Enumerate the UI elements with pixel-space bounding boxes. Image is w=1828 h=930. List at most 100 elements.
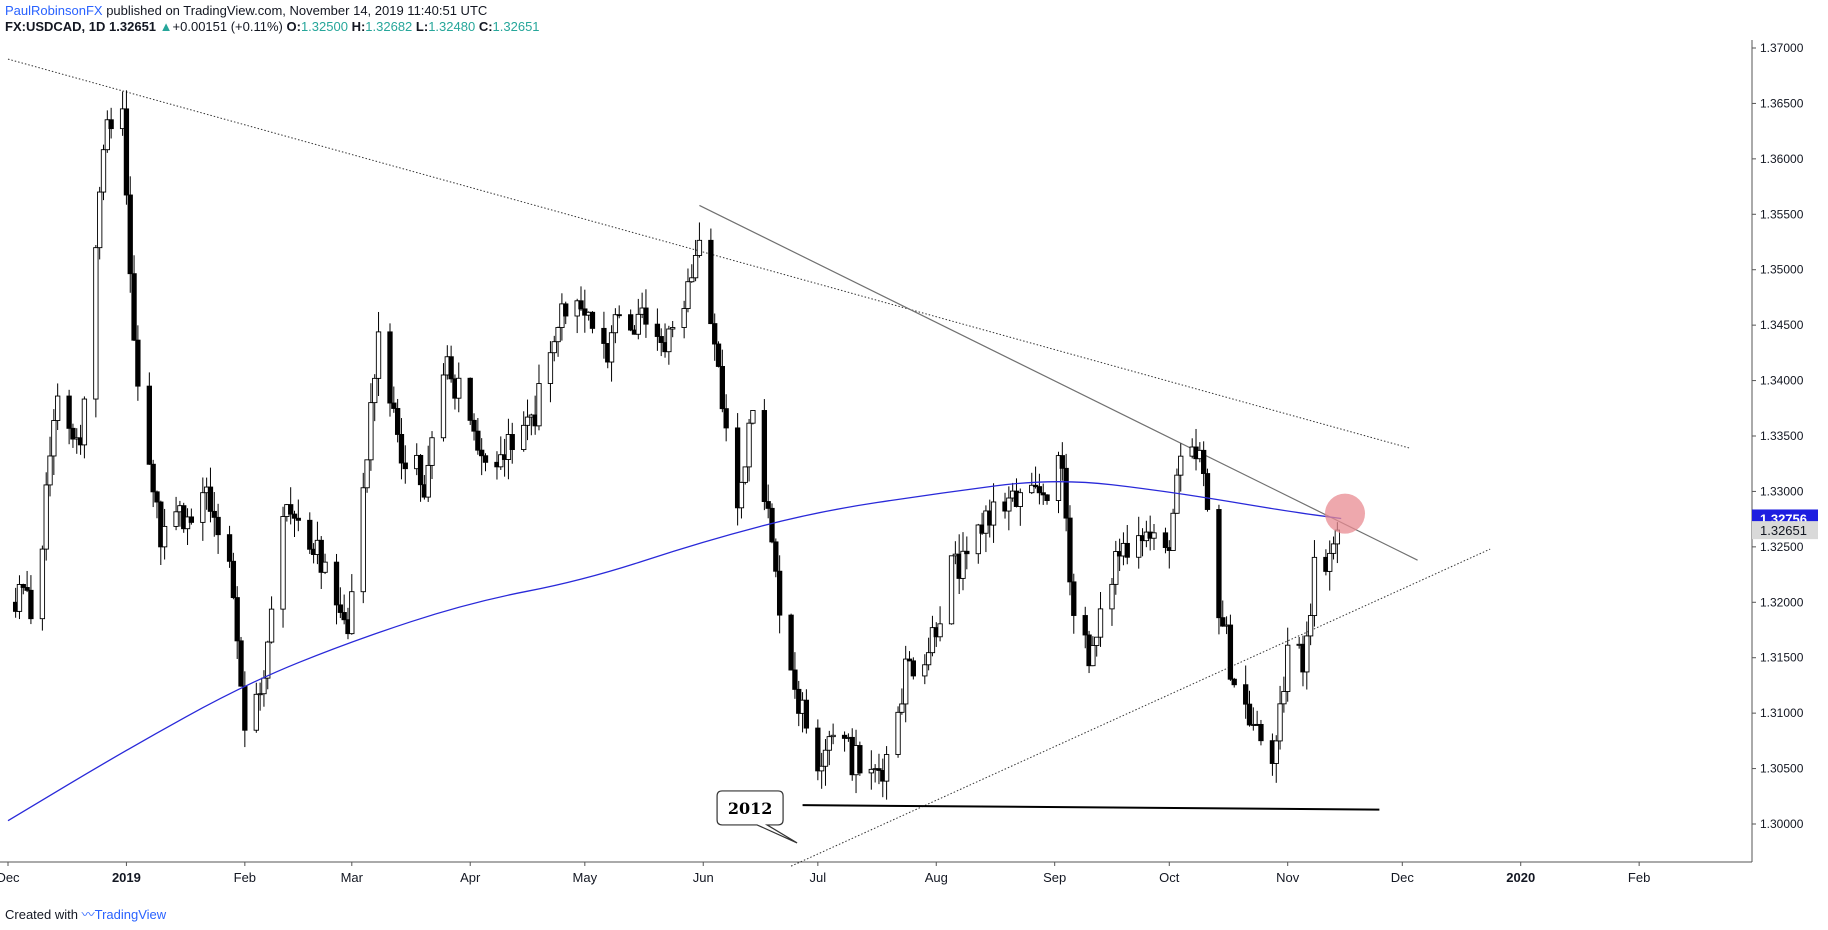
candle (1285, 627, 1291, 702)
candle (43, 472, 49, 561)
price-axis[interactable]: 1.37000 1.36500 1.36000 1.35500 1.35000 1.345… (1752, 41, 1804, 831)
candle (826, 730, 832, 766)
candle (135, 325, 141, 401)
candle (1307, 603, 1314, 646)
moving-average-line (7, 481, 1342, 822)
candle (368, 383, 374, 471)
candle (708, 228, 714, 325)
candle (1036, 473, 1043, 505)
tradingview-link[interactable]: TradingView (94, 907, 167, 922)
candle (906, 651, 913, 662)
candle (161, 508, 168, 560)
candle (1304, 621, 1310, 690)
candle (524, 399, 531, 441)
trendlines (7, 58, 1491, 867)
candle (349, 574, 355, 635)
candle (937, 606, 943, 642)
candle (429, 431, 435, 480)
trendline[interactable] (699, 204, 1418, 561)
candles (12, 90, 1341, 800)
candle (360, 472, 366, 604)
candle (670, 320, 676, 338)
candle (696, 222, 703, 258)
last-price: 1.32651 (109, 19, 157, 34)
time-axis[interactable]: Dec 2019 Feb Mar Apr May Jun Jul Aug Sep Oct Nov Dec… (0, 862, 1650, 885)
candle (146, 372, 152, 465)
candle (773, 538, 779, 578)
candle (1063, 453, 1069, 532)
candle (230, 552, 237, 600)
candle (750, 410, 756, 425)
tradingview-logo-icon: 〰 (81, 907, 95, 922)
candle (226, 525, 233, 568)
candle (1109, 577, 1115, 626)
trendline[interactable] (790, 548, 1491, 867)
candle (1227, 614, 1234, 681)
candle (815, 719, 821, 781)
candle (1044, 494, 1050, 505)
up-arrow-icon: ▲ (159, 19, 173, 34)
candle (1067, 505, 1073, 596)
candle (990, 483, 997, 543)
candle (628, 309, 634, 332)
trendline[interactable] (7, 58, 1411, 449)
x-tick-label: Dec (0, 870, 20, 885)
candle (616, 305, 622, 319)
y-tick-label: 1.36500 (1760, 96, 1804, 110)
last-price-label: 1.32651 (1760, 523, 1807, 538)
open-value: 1.32500 (300, 19, 348, 34)
candle (268, 596, 275, 644)
candle (1178, 443, 1184, 492)
candle (948, 555, 955, 625)
candle (975, 523, 981, 564)
candle (498, 436, 504, 470)
candle (788, 613, 794, 671)
trendline[interactable] (802, 804, 1380, 811)
high-value: 1.32682 (365, 19, 413, 34)
candle (1281, 676, 1287, 713)
candle (681, 300, 687, 339)
candle (482, 453, 489, 472)
chart-header: PaulRobinsonFX published on TradingView.… (5, 3, 540, 35)
x-tick-label: 2019 (112, 870, 141, 885)
y-tick-label: 1.34000 (1760, 374, 1804, 388)
y-tick-label: 1.31500 (1760, 651, 1804, 665)
candle (658, 328, 664, 357)
author-link[interactable]: PaulRobinsonFX (5, 3, 103, 18)
candle (922, 654, 928, 685)
candle (857, 741, 863, 776)
candle (765, 484, 771, 519)
close-label: C: (478, 19, 493, 34)
candle (876, 753, 882, 785)
candle (734, 413, 741, 526)
candle (456, 362, 462, 413)
candle (1094, 636, 1100, 657)
candle (910, 657, 916, 680)
candle (372, 374, 378, 422)
candle (322, 553, 328, 575)
y-tick-label: 1.36000 (1760, 152, 1804, 166)
symbol-label: FX:USDCAD, 1D (5, 19, 106, 34)
price-chart[interactable]: 2012 1.37000 1.36500 1.36000 1.35500 1.35000… (0, 0, 1828, 900)
candle (387, 323, 393, 417)
candle (364, 459, 370, 493)
candle (394, 398, 401, 443)
candle (131, 255, 137, 342)
resistance-highlight-circle (1325, 493, 1365, 534)
candle (509, 422, 515, 464)
candle (471, 413, 477, 441)
candle (1124, 524, 1130, 565)
candle (1254, 710, 1260, 726)
candle (150, 459, 156, 508)
candle (238, 636, 244, 687)
candle (803, 689, 810, 734)
candle (47, 436, 53, 497)
candle (1059, 442, 1065, 481)
candle (761, 399, 768, 511)
candle (841, 731, 848, 752)
candle (903, 645, 909, 723)
candle (960, 532, 966, 591)
x-tick-label: Feb (1628, 870, 1650, 885)
candle (391, 386, 397, 413)
low-label: L: (415, 19, 429, 34)
